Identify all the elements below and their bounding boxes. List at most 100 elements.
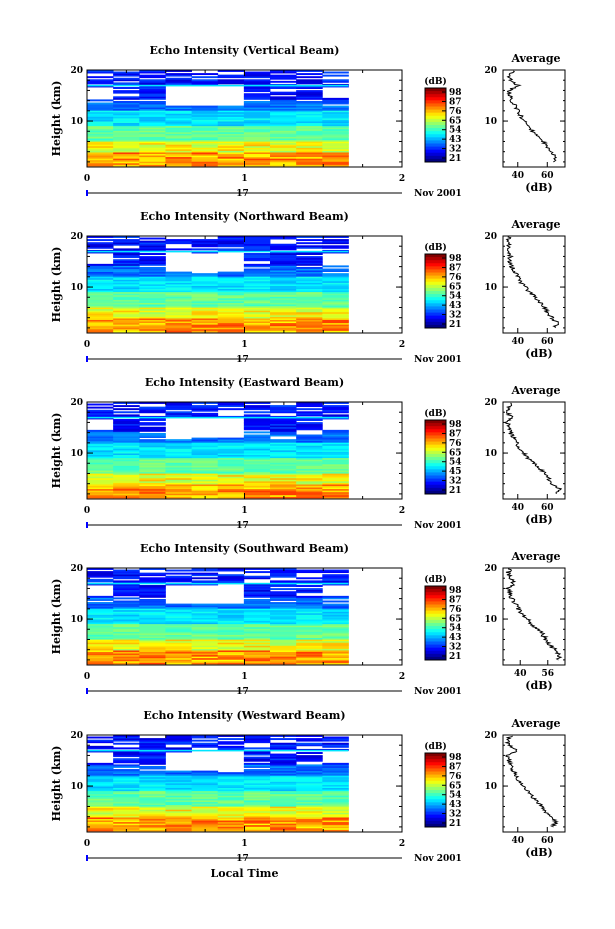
heatmap-cell [113,608,140,611]
heatmap-cell [322,301,349,303]
heatmap-cell [165,159,192,162]
profile-line [504,568,563,661]
colorbar-unit: (dB) [424,574,446,585]
profile-y-tick-label: 10 [484,449,497,459]
heatmap-cell [191,321,219,324]
heatmap-cell [113,449,140,452]
heatmap-cell [270,243,297,246]
heatmap-cell [113,82,140,85]
heatmap-cell [113,657,140,660]
heatmap-cell [87,417,114,420]
heatmap-cell [113,133,140,136]
y-axis-label: Height (km) [50,247,63,323]
heatmap-cell [270,148,297,151]
heatmap-cell [270,276,297,279]
heatmap-cell [87,431,114,434]
heatmap-cell [322,236,349,238]
heatmap-cell [165,789,192,792]
heatmap-cell [270,591,297,594]
heatmap-cell [217,116,245,119]
heatmap-cell [296,324,323,327]
heatmap-cell [191,130,219,133]
heatmap-cell [322,251,349,254]
heatmap-cell [243,287,271,290]
heatmap-cell [87,318,114,320]
heatmap-cell [113,810,140,813]
heatmap-cell [113,291,140,294]
heatmap-cell [87,631,114,634]
heatmap-cell [87,482,114,485]
heatmap-cell [113,792,140,795]
heatmap-cell [270,628,297,631]
heatmap-cell [165,130,192,133]
heatmap-cell [113,256,140,259]
heatmap-cell [139,263,166,266]
heatmap-cell [191,657,219,660]
heatmap-cell [87,575,114,578]
heatmap-cell [113,580,140,583]
heatmap-cell [113,279,140,282]
heatmap-cell [113,614,140,617]
heatmap-cell [217,813,245,816]
heatmap-cell [191,147,219,150]
heatmap-cell [322,643,349,646]
heatmap-cell [296,614,323,617]
heatmap-cell [270,465,297,468]
heatmap-cell [270,487,297,490]
heatmap-cell [243,659,271,662]
heatmap-cell [322,787,349,790]
heatmap-cell [113,318,140,320]
heatmap-cell [270,648,297,651]
heatmap-cell [165,484,192,486]
heatmap-cell [296,642,323,645]
colorbar-segment [425,91,446,95]
layer-line [87,84,349,87]
heatmap-cell [139,324,166,327]
heatmap-cell [243,245,271,248]
heatmap-cell [139,493,166,496]
heatmap-cell [243,657,271,660]
heatmap-cell [217,273,245,276]
heatmap-cell [139,130,166,133]
heatmap-cell [296,829,323,832]
heatmap-cell [87,608,114,611]
heatmap-cell [191,646,219,649]
heatmap-cell [322,321,349,324]
heatmap-cell [243,606,271,609]
heatmap-cell [165,121,192,124]
heatmap-cell [217,245,245,248]
heatmap-cell [296,789,323,792]
heatmap-cell [243,152,271,154]
heatmap-cell [243,236,271,238]
heatmap-cell [217,606,245,609]
colorbar-segment [425,484,446,489]
heatmap-cell [322,600,349,603]
heatmap-cell [139,96,166,99]
heatmap-cell [270,114,297,117]
heatmap-cell [243,325,271,328]
heatmap-cell [322,778,349,781]
heatmap-cell [165,318,192,320]
heatmap-cell [113,493,140,496]
heatmap-cell [217,311,245,314]
heatmap-cell [270,463,297,466]
heatmap-cell [165,809,192,812]
profile-x-tick-label: 60 [541,171,554,181]
heatmap-cell [191,485,219,488]
heatmap-cell [322,297,349,300]
heatmap-cell [191,623,219,626]
heatmap-cell [322,605,349,608]
heatmap-cell [270,605,297,608]
heatmap-cell [243,654,271,657]
heatmap-cell [243,623,271,626]
heatmap-cell [217,473,245,476]
heatmap-cell [243,304,271,307]
colorbar-segment [425,429,446,433]
heatmap-cell [113,747,140,750]
heatmap-cell [191,493,219,496]
heatmap-cell [270,818,297,821]
colorbar-segment [425,447,446,452]
heatmap-cell [113,142,140,145]
heatmap-cell [191,490,219,493]
